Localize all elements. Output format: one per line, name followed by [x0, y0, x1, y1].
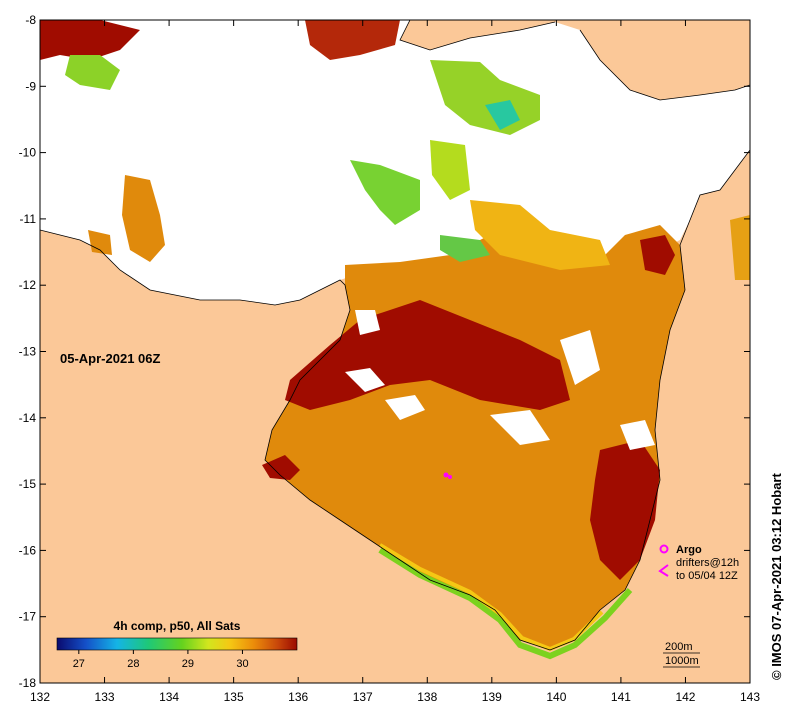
sst-hot-core-top2	[305, 20, 400, 60]
x-tick-label: 142	[675, 690, 695, 704]
colorbar-tick-label: 28	[127, 658, 139, 670]
sst-cool-patch-3	[350, 160, 420, 225]
x-tick-label: 143	[740, 690, 760, 704]
cloud-hole-4	[620, 420, 655, 450]
contour-1000-label: 1000m	[665, 655, 699, 667]
sst-cool-patch-5	[440, 235, 490, 262]
x-tick-label: 138	[417, 690, 437, 704]
drifters-legend-line2: to 05/04 12Z	[676, 570, 738, 582]
x-tick-label: 137	[353, 690, 373, 704]
y-tick-label: -12	[19, 278, 37, 292]
x-tick-label: 139	[482, 690, 502, 704]
cloud-hole-6	[560, 330, 600, 385]
cloud-hole-2	[385, 395, 425, 420]
argo-legend-icon	[659, 544, 669, 554]
y-tick-label: -10	[19, 146, 37, 160]
y-tick-label: -16	[19, 543, 37, 557]
drifters-legend-line1: drifters@12h	[676, 557, 739, 569]
colorbar-tick-label: 30	[236, 658, 248, 670]
x-tick-label: 141	[611, 690, 631, 704]
cloud-hole-3	[490, 410, 550, 445]
colorbar: 4h comp, p50, All Sats 27 28 29 30	[56, 619, 298, 670]
sst-orange-patch-w	[88, 230, 112, 255]
x-tick-label: 134	[159, 690, 179, 704]
colorbar-tick-label: 29	[182, 658, 194, 670]
y-axis: -8 -9 -10 -11 -12 -13 -14 -15 -16 -17 -18	[19, 13, 750, 690]
argo-legend-label: Argo	[676, 544, 702, 556]
contour-200-label: 200m	[665, 641, 693, 653]
sst-cool-patch-4	[430, 140, 470, 200]
date-label: 05-Apr-2021 06Z	[60, 351, 160, 366]
y-tick-label: -11	[20, 212, 37, 226]
sst-hot-core-top	[40, 20, 140, 60]
map-canvas: 05-Apr-2021 06Z 4h comp, p50, All Sats 2…	[40, 20, 750, 683]
colorbar-gradient	[56, 637, 298, 651]
sst-hot-core-east	[590, 440, 660, 580]
sst-cool-patch-6	[470, 200, 610, 270]
imos-credit: © IMOS 07-Apr-2021 03:12 Hobart	[769, 473, 784, 680]
y-tick-label: -17	[19, 610, 37, 624]
y-tick-label: -18	[19, 676, 37, 690]
coastline-arnhem	[40, 149, 750, 651]
sst-patch-east	[730, 215, 750, 280]
sst-cool-patch-2	[485, 100, 520, 130]
colorbar-title: 4h comp, p50, All Sats	[114, 619, 241, 633]
x-axis: 132 133 134 135 136 137 138 139 140 141 142 143	[30, 20, 760, 704]
drifter-legend-icon	[658, 564, 669, 577]
sst-hot-core-cape	[640, 235, 675, 275]
colorbar-tick-label: 27	[73, 658, 85, 670]
sst-cool-patch-nw	[65, 55, 120, 90]
y-tick-label: -14	[19, 411, 37, 425]
cloud-hole-5	[355, 310, 380, 335]
drifter-legend: Argo drifters@12h to 05/04 12Z 200m 1000…	[658, 544, 739, 668]
sst-coastal-band-inner	[378, 543, 604, 652]
sst-orange-patch-nw	[122, 175, 165, 262]
y-tick-label: -15	[19, 477, 37, 491]
x-tick-label: 132	[30, 690, 50, 704]
argo-float-marker	[443, 472, 452, 479]
x-tick-label: 140	[546, 690, 566, 704]
x-tick-label: 136	[288, 690, 308, 704]
sst-west-point	[262, 455, 300, 480]
y-tick-label: -13	[19, 345, 37, 359]
coastline-papua	[399, 20, 750, 101]
cloud-hole-1	[345, 368, 385, 392]
y-tick-label: -9	[25, 79, 36, 93]
x-tick-label: 135	[224, 690, 244, 704]
y-tick-label: -8	[25, 13, 36, 27]
x-tick-label: 133	[95, 690, 115, 704]
